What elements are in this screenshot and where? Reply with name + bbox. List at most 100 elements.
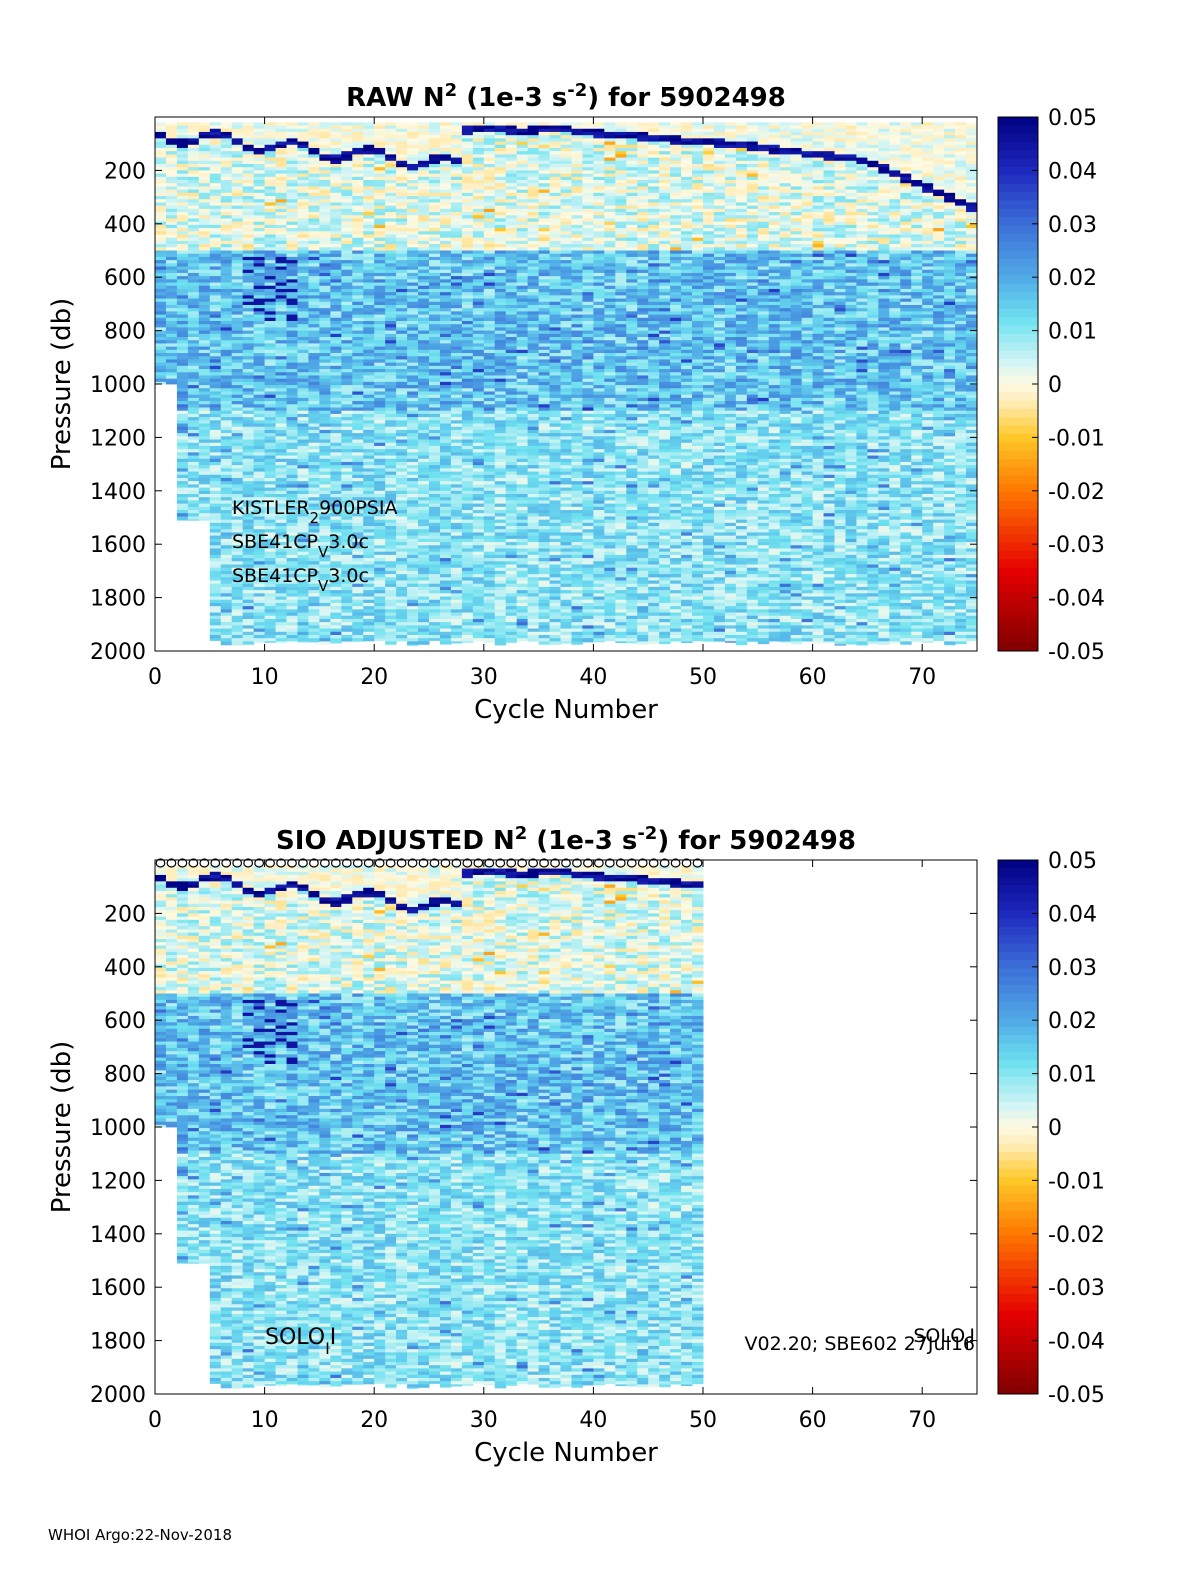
heatmap-cell: [177, 420, 188, 424]
heatmap-cell: [440, 286, 451, 290]
heatmap-cell: [276, 263, 287, 267]
heatmap-cell: [166, 260, 177, 264]
heatmap-cell: [243, 148, 254, 152]
heatmap-cell: [451, 545, 462, 549]
heatmap-cell: [276, 484, 287, 488]
heatmap-cell: [363, 593, 374, 597]
heatmap-cell: [330, 558, 341, 562]
heatmap-cell: [308, 238, 319, 242]
heatmap-cell: [418, 218, 429, 222]
heatmap-cell: [319, 174, 330, 178]
heatmap-cell: [177, 151, 188, 155]
heatmap-cell: [232, 372, 243, 376]
heatmap-cell: [451, 641, 462, 643]
heatmap-cell: [385, 174, 396, 178]
heatmap-cell: [276, 401, 287, 405]
heatmap-cell: [188, 302, 199, 306]
heatmap-cell: [199, 190, 210, 194]
heatmap-cell: [495, 395, 506, 399]
heatmap-cell: [429, 526, 440, 530]
heatmap-cell: [265, 635, 276, 639]
heatmap-cell: [319, 353, 330, 357]
heatmap-cell: [276, 609, 287, 613]
heatmap-cell: [418, 459, 429, 463]
heatmap-cell: [429, 327, 440, 331]
heatmap-cell: [385, 302, 396, 306]
heatmap-cell: [287, 427, 298, 431]
heatmap-cell: [177, 382, 188, 386]
heatmap-cell: [243, 244, 254, 248]
heatmap-cell: [462, 289, 473, 293]
heatmap-cell: [287, 449, 298, 453]
heatmap-cell: [243, 251, 254, 255]
heatmap-cell: [265, 456, 276, 460]
heatmap-cell: [352, 202, 363, 206]
heatmap-cell: [243, 375, 254, 379]
heatmap-cell: [429, 507, 440, 511]
heatmap-cell: [374, 532, 385, 536]
heatmap-cell: [462, 587, 473, 591]
heatmap-cell: [341, 417, 352, 421]
heatmap-cell: [484, 581, 495, 585]
heatmap-cell: [462, 311, 473, 315]
heatmap-cell: [297, 327, 308, 331]
heatmap-cell: [341, 468, 352, 472]
heatmap-cell: [265, 199, 276, 203]
heatmap-cell: [254, 468, 265, 472]
heatmap-cell: [177, 513, 188, 517]
heatmap-cell: [308, 363, 319, 367]
heatmap-cell: [473, 334, 484, 338]
heatmap-cell: [254, 420, 265, 424]
heatmap-cell: [374, 401, 385, 405]
heatmap-cell: [199, 401, 210, 405]
heatmap-cell: [418, 151, 429, 155]
heatmap-cell: [352, 593, 363, 597]
heatmap-cell: [188, 263, 199, 267]
heatmap-cell: [221, 558, 232, 562]
heatmap-cell: [276, 158, 287, 162]
heatmap-cell: [287, 613, 298, 617]
heatmap-cell: [396, 299, 407, 303]
heatmap-cell: [287, 350, 298, 354]
heatmap-cell: [243, 276, 254, 280]
heatmap-cell: [155, 356, 166, 360]
heatmap-cell: [407, 161, 418, 165]
heatmap-cell: [199, 241, 210, 245]
heatmap-cell: [473, 532, 484, 536]
heatmap-cell: [484, 500, 495, 504]
heatmap-cell: [374, 199, 385, 203]
heatmap-cell: [221, 257, 232, 261]
heatmap-cell: [243, 206, 254, 210]
heatmap-cell: [276, 353, 287, 357]
heatmap-cell: [462, 241, 473, 245]
heatmap-cell: [210, 398, 221, 402]
heatmap-cell: [319, 443, 330, 447]
heatmap-cell: [462, 183, 473, 187]
heatmap-cell: [210, 523, 221, 527]
heatmap-cell: [385, 331, 396, 335]
heatmap-cell: [254, 375, 265, 379]
heatmap-cell: [330, 638, 341, 642]
heatmap-cell: [473, 135, 484, 139]
heatmap-cell: [210, 388, 221, 392]
heatmap-cell: [319, 427, 330, 431]
heatmap-cell: [418, 577, 429, 581]
heatmap-cell: [495, 449, 506, 453]
heatmap-cell: [341, 449, 352, 453]
heatmap-cell: [287, 231, 298, 235]
heatmap-cell: [188, 311, 199, 315]
heatmap-cell: [385, 568, 396, 572]
heatmap-cell: [385, 625, 396, 629]
heatmap-cell: [418, 520, 429, 524]
heatmap-cell: [199, 414, 210, 418]
heatmap-cell: [374, 292, 385, 296]
heatmap-cell: [462, 356, 473, 360]
heatmap-cell: [265, 520, 276, 524]
heatmap-cell: [374, 625, 385, 629]
heatmap-cell: [199, 177, 210, 181]
heatmap-cell: [341, 190, 352, 194]
heatmap-cell: [473, 616, 484, 620]
heatmap-cell: [276, 593, 287, 597]
heatmap-cell: [188, 158, 199, 162]
heatmap-cell: [319, 327, 330, 331]
